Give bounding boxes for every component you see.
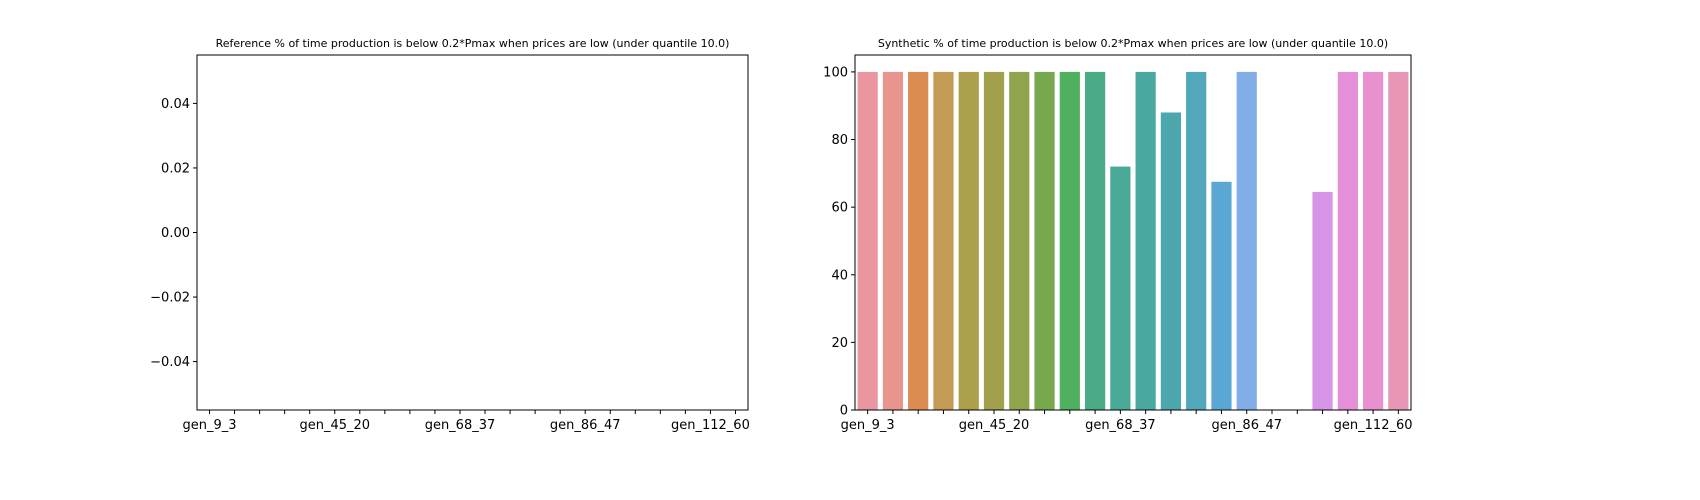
bar — [1135, 71, 1156, 411]
bar — [1388, 71, 1409, 411]
x-tick-label: gen_9_3 — [183, 418, 237, 433]
y-tick-label: −0.04 — [150, 355, 190, 370]
y-tick-label: 0.00 — [161, 226, 190, 241]
x-tick-label: gen_45_20 — [959, 418, 1030, 433]
bar — [882, 71, 904, 411]
bar — [958, 71, 979, 411]
y-tick-label: 80 — [831, 133, 848, 148]
bar — [857, 71, 878, 411]
x-tick-label: gen_45_20 — [299, 418, 370, 433]
chart-title: Synthetic % of time production is below … — [878, 37, 1388, 50]
bar — [1211, 181, 1232, 410]
bar — [983, 71, 1005, 411]
y-tick-label: 0.04 — [161, 97, 190, 112]
y-tick-label: 60 — [831, 201, 848, 216]
bar — [1110, 166, 1131, 410]
bar — [1009, 71, 1030, 411]
bar — [1034, 71, 1055, 411]
x-tick-label: gen_68_37 — [1085, 418, 1156, 433]
x-tick-label: gen_86_47 — [1211, 418, 1282, 433]
y-tick-label: 0.02 — [161, 161, 190, 176]
chart-title: Reference % of time production is below … — [216, 37, 730, 50]
bar — [908, 71, 929, 411]
y-tick-label: 0 — [840, 404, 848, 419]
bar — [1084, 71, 1106, 411]
plot-frame — [854, 54, 1412, 411]
x-tick-label: gen_9_3 — [841, 418, 895, 433]
bar — [1236, 71, 1257, 411]
y-tick-label: −0.02 — [150, 291, 190, 306]
x-tick-label: gen_112_60 — [1334, 418, 1413, 433]
x-tick-label: gen_112_60 — [671, 418, 750, 433]
x-tick-label: gen_68_37 — [425, 418, 496, 433]
y-tick-label: 20 — [831, 336, 848, 351]
bar — [1312, 191, 1333, 410]
bar — [1059, 71, 1080, 411]
y-tick-label: 40 — [831, 268, 848, 283]
bar — [1160, 112, 1182, 410]
bar — [1186, 71, 1207, 411]
y-tick-label: 100 — [823, 65, 848, 80]
plot-frame — [196, 54, 749, 411]
bar — [1362, 71, 1384, 411]
bar — [933, 71, 954, 411]
bar — [1337, 71, 1358, 411]
x-tick-label: gen_86_47 — [550, 418, 621, 433]
